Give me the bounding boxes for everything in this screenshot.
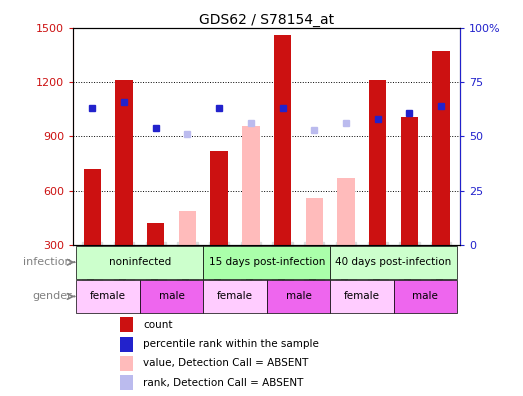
FancyBboxPatch shape — [203, 280, 267, 313]
FancyBboxPatch shape — [203, 246, 330, 279]
Text: value, Detection Call = ABSENT: value, Detection Call = ABSENT — [143, 358, 308, 368]
Bar — [120, 356, 133, 371]
Bar — [433, 51, 450, 245]
Bar — [242, 126, 259, 245]
Text: female: female — [90, 291, 126, 301]
Bar — [210, 151, 228, 245]
FancyBboxPatch shape — [394, 280, 457, 313]
FancyBboxPatch shape — [330, 280, 394, 313]
Text: rank, Detection Call = ABSENT: rank, Detection Call = ABSENT — [143, 378, 303, 388]
Bar — [305, 198, 323, 245]
Bar — [369, 80, 386, 245]
Bar — [120, 317, 133, 332]
Text: gender: gender — [32, 291, 72, 301]
Text: noninfected: noninfected — [109, 257, 171, 267]
Text: male: male — [286, 291, 311, 301]
FancyBboxPatch shape — [140, 280, 203, 313]
Bar — [401, 116, 418, 245]
Text: 40 days post-infection: 40 days post-infection — [335, 257, 452, 267]
FancyBboxPatch shape — [267, 280, 330, 313]
Text: female: female — [344, 291, 380, 301]
Text: female: female — [217, 291, 253, 301]
Bar — [337, 178, 355, 245]
Bar — [84, 169, 101, 245]
FancyBboxPatch shape — [330, 246, 457, 279]
Text: percentile rank within the sample: percentile rank within the sample — [143, 339, 319, 349]
Title: GDS62 / S78154_at: GDS62 / S78154_at — [199, 13, 334, 27]
FancyBboxPatch shape — [76, 246, 203, 279]
Text: count: count — [143, 320, 173, 330]
Text: male: male — [413, 291, 438, 301]
FancyBboxPatch shape — [76, 280, 140, 313]
Bar — [120, 375, 133, 390]
Bar — [147, 223, 164, 245]
Text: infection: infection — [23, 257, 72, 267]
Bar — [115, 80, 133, 245]
Bar — [274, 35, 291, 245]
Bar — [120, 337, 133, 352]
Text: 15 days post-infection: 15 days post-infection — [209, 257, 325, 267]
Bar — [179, 211, 196, 245]
Text: male: male — [158, 291, 185, 301]
